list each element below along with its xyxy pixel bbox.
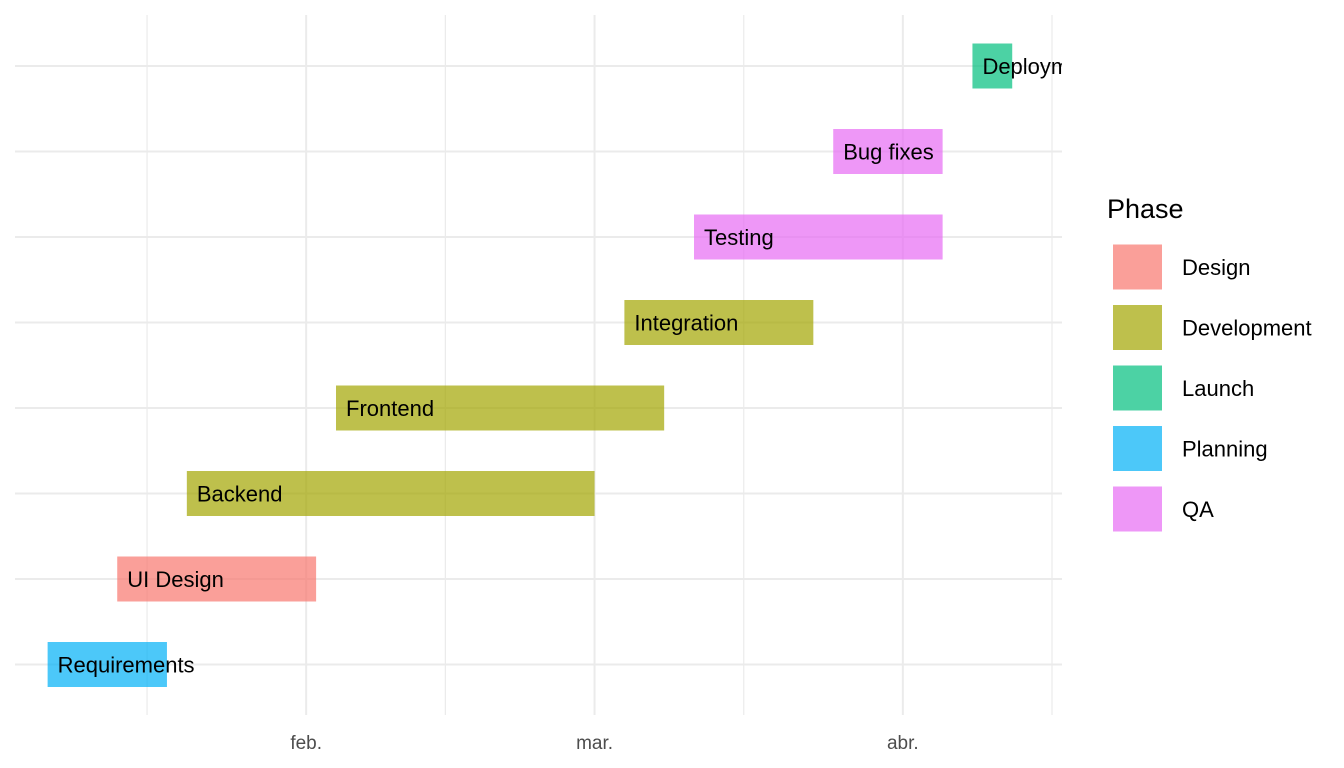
task-bars bbox=[47, 43, 1013, 687]
minor-gridlines bbox=[146, 15, 1053, 715]
legend-swatch bbox=[1113, 365, 1162, 411]
task-labels: Requirements UI Design Backend Frontend Inte… bbox=[58, 54, 1099, 678]
task-bar bbox=[624, 300, 814, 345]
task-label: Deployment bbox=[982, 54, 1099, 79]
x-tick-label: feb. bbox=[290, 733, 322, 754]
major-gridlines bbox=[15, 15, 1062, 715]
legend-swatch bbox=[1113, 486, 1162, 532]
task-bar bbox=[117, 556, 317, 602]
task-label: Requirements bbox=[58, 653, 195, 678]
task-bar bbox=[833, 129, 943, 174]
legend: Phase Design Development Launch Planning QA bbox=[1107, 194, 1312, 532]
task-bar bbox=[47, 642, 167, 687]
x-axis-tick-labels: feb. mar. abr. bbox=[290, 733, 918, 754]
legend-label: QA bbox=[1182, 497, 1214, 522]
task-label: Frontend bbox=[346, 396, 434, 421]
task-bar bbox=[336, 385, 665, 431]
legend-label: Launch bbox=[1182, 376, 1254, 401]
task-label: Backend bbox=[197, 482, 283, 507]
legend-swatch bbox=[1113, 244, 1162, 290]
task-label: Integration bbox=[634, 311, 738, 336]
legend-label: Development bbox=[1182, 316, 1312, 341]
legend-label: Planning bbox=[1182, 437, 1268, 462]
task-bar bbox=[186, 471, 595, 516]
task-label: Bug fixes bbox=[843, 140, 934, 165]
task-bar bbox=[972, 43, 1013, 89]
x-tick-label: abr. bbox=[887, 733, 919, 754]
legend-title: Phase bbox=[1107, 194, 1184, 224]
legend-swatch bbox=[1113, 426, 1162, 471]
task-label: UI Design bbox=[127, 567, 224, 592]
task-bar bbox=[694, 214, 943, 260]
task-label: Testing bbox=[704, 225, 774, 250]
legend-label: Design bbox=[1182, 255, 1250, 280]
x-tick-label: mar. bbox=[576, 733, 613, 754]
legend-swatch bbox=[1113, 305, 1162, 350]
